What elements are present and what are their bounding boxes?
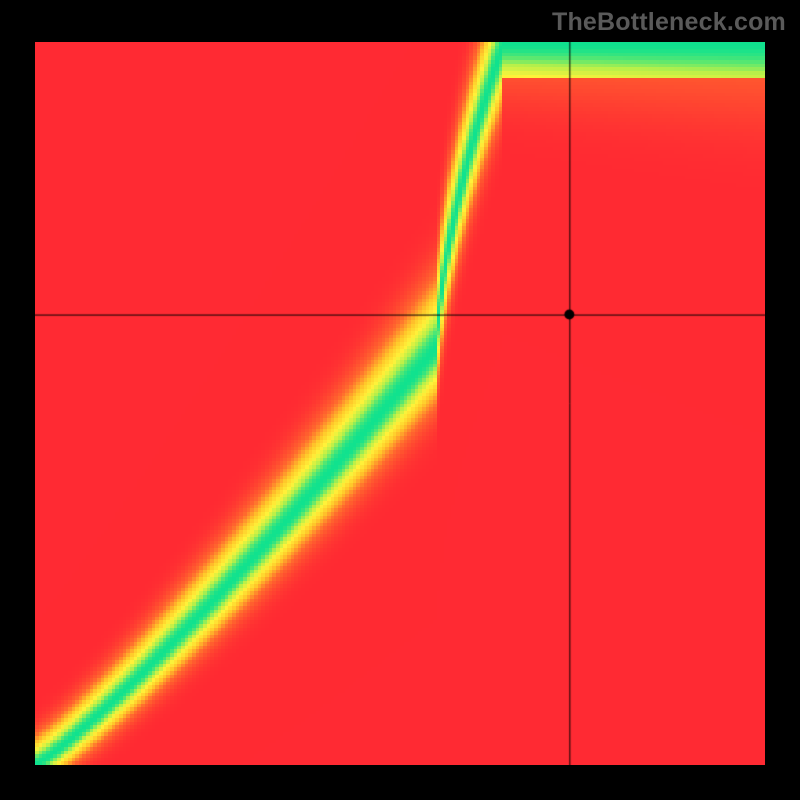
plot-area [35,42,765,765]
bottleneck-heatmap [35,42,765,765]
chart-container: TheBottleneck.com [0,0,800,800]
attribution-label: TheBottleneck.com [552,8,786,37]
